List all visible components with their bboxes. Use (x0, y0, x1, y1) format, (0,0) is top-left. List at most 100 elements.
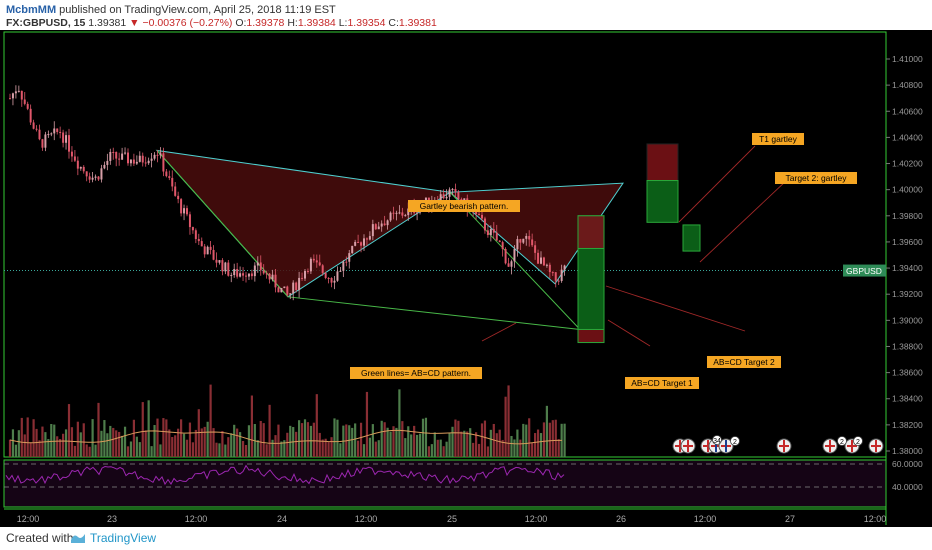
candle-body (79, 166, 82, 169)
volume-bar (377, 440, 380, 457)
candle-body (194, 230, 197, 240)
event-count-label: 34 (713, 438, 721, 445)
volume-bar (539, 433, 543, 457)
candle-body (20, 90, 23, 100)
candle-body (542, 257, 545, 266)
candle-body (371, 224, 374, 237)
volume-bar (306, 422, 310, 457)
abcd-target-box-top (577, 215, 605, 249)
y-tick-label: 1.41000 (892, 54, 923, 64)
candle-body (245, 275, 247, 277)
close-label: C: (388, 17, 399, 29)
annotation-labels[interactable]: GBPUSD T1 gartley Target 2: gartley Gartley… (350, 133, 886, 389)
y-tick-label: 1.40800 (892, 80, 923, 90)
symbol-label[interactable]: FX:GBPUSD, 15 (6, 17, 86, 29)
volume-bar (150, 446, 153, 457)
price-chart[interactable]: 1.41000 1.40800 1.40600 1.40400 1.40200 1.400… (0, 30, 932, 527)
y-tick-label: 1.40600 (892, 106, 923, 116)
high-value: 1.39384 (297, 17, 336, 29)
volume-bar (286, 432, 289, 457)
candle-body (540, 257, 542, 264)
y-tick-label: 1.40200 (892, 159, 923, 169)
volume-bar (348, 425, 351, 457)
author-name[interactable]: McbmMM (6, 4, 57, 16)
volume-bar (103, 420, 106, 457)
candle-body (230, 275, 233, 277)
candle-body (38, 129, 41, 140)
volume-bar (362, 444, 366, 457)
volume-bar (295, 431, 298, 457)
y-tick-label: 1.40400 (892, 132, 923, 142)
volume-bar (82, 423, 85, 457)
label-target2-gartley-bg (775, 172, 857, 184)
candle-body (242, 273, 245, 276)
candle-body (442, 194, 445, 199)
volume-bar (383, 422, 386, 457)
candle-body (560, 269, 563, 281)
candle-body (507, 263, 510, 267)
x-tick-label: 27 (785, 514, 795, 524)
candle-body (183, 208, 186, 214)
volume-bar (262, 423, 265, 457)
candle-body (9, 98, 11, 100)
candle-body (23, 99, 26, 104)
volume-bar (56, 436, 59, 457)
label-abcd-target1: AB=CD Target 1 (631, 378, 693, 388)
candle-body (200, 241, 203, 247)
candle-body (47, 134, 50, 136)
volume-bar (374, 441, 377, 457)
created-with-text: Created with (6, 531, 74, 545)
candle-body (525, 236, 528, 239)
volume-bar (59, 438, 62, 457)
y-tick-label: 1.38000 (892, 446, 923, 456)
candle-body (50, 133, 53, 135)
candle-body (127, 152, 129, 164)
candle-body (451, 188, 454, 190)
volume-bar (333, 418, 336, 457)
volume-bar (545, 405, 548, 457)
candle-body (221, 260, 224, 272)
volume-bar (29, 442, 32, 457)
candle-body (265, 273, 268, 275)
volume-bar (548, 422, 551, 457)
candle-body (53, 128, 56, 134)
volume-bar (389, 431, 392, 457)
candle-body (73, 156, 76, 161)
open-label: O: (235, 17, 247, 29)
candle-body (354, 241, 357, 246)
candle-body (513, 249, 516, 262)
abcd-leg-xa (156, 150, 289, 298)
candle-body (215, 259, 218, 263)
candle-body (301, 277, 304, 279)
callout-arrow-green (481, 322, 517, 342)
tradingview-brand[interactable]: TradingView (90, 531, 157, 545)
y-tick-label: 1.39200 (892, 289, 923, 299)
candle-body (357, 241, 360, 243)
candle-body (548, 264, 551, 273)
volume-bar (554, 419, 557, 457)
volume-bar (451, 426, 454, 457)
price-badge-bg (843, 264, 886, 277)
y-tick-label: 1.38600 (892, 368, 923, 378)
rsi-pane-border (3, 459, 887, 508)
candle-body (227, 262, 230, 276)
label-green-lines-bg (350, 367, 482, 379)
volume-bar (126, 446, 130, 457)
volume-bar (477, 443, 481, 457)
volume-bar (469, 428, 472, 457)
candle-body (501, 242, 504, 250)
volume-bar (330, 437, 333, 457)
volume-bar (38, 440, 41, 457)
volume-bar (354, 423, 357, 457)
volume-bar (188, 422, 192, 457)
volume-bar (486, 446, 489, 457)
volume-bar (138, 442, 141, 457)
rsi-pane (4, 463, 886, 488)
rsi-tick-label: 40.0000 (892, 482, 923, 492)
down-arrow-icon: ▼ (129, 17, 140, 29)
callout-arrow-target2 (699, 179, 788, 263)
volume-bar (185, 439, 189, 457)
event-flags[interactable]: 34 2 2 2 (672, 435, 884, 454)
candle-body (91, 177, 94, 180)
candle-body (304, 271, 306, 279)
